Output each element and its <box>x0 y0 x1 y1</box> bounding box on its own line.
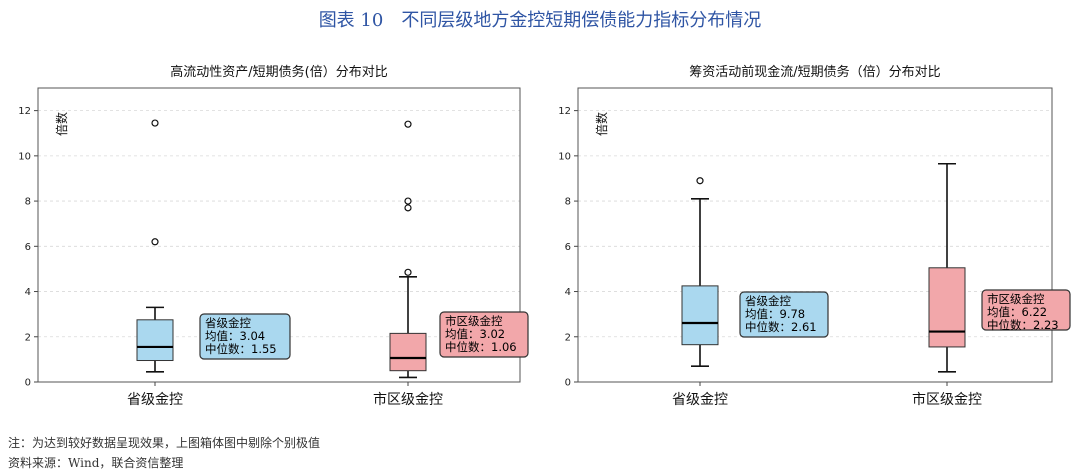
annotation-frame <box>439 311 529 358</box>
annotation-title: 市区级金控 <box>987 292 1045 306</box>
outlier-point <box>404 268 412 276</box>
y-tick-label: 6 <box>565 242 571 253</box>
outlier-point <box>151 238 159 246</box>
outlier-point <box>404 197 412 205</box>
annotation-mean: 均值：3.02 <box>445 327 505 341</box>
annotation-median: 中位数：2.23 <box>987 318 1059 332</box>
y-tick-label: 0 <box>25 378 31 389</box>
y-tick-label: 4 <box>565 287 571 298</box>
figure-note: 注：为达到较好数据呈现效果，上图箱体图中剔除个别极值 <box>8 436 321 450</box>
outlier-point <box>696 177 704 185</box>
y-tick-label: 10 <box>18 151 31 162</box>
y-tick-label: 4 <box>25 287 31 298</box>
outlier-point <box>151 119 159 127</box>
chart-title: 筹资活动前现金流/短期债务（倍）分布对比 <box>689 64 940 80</box>
y-tick-label: 8 <box>565 197 571 208</box>
annotation-frame <box>981 289 1071 331</box>
box-provincial <box>136 119 174 373</box>
x-tick-label: 市区级金控 <box>373 391 443 408</box>
box-iqr <box>136 319 174 362</box>
annotation-mean: 均值：9.78 <box>745 307 805 321</box>
annotation-title: 省级金控 <box>745 294 791 308</box>
y-tick-label: 12 <box>18 106 31 117</box>
box-city <box>928 162 966 373</box>
y-tick-label: 8 <box>25 197 31 208</box>
y-tick-label: 10 <box>558 151 571 162</box>
y-tick-label: 12 <box>558 106 571 117</box>
y-tick-label: 2 <box>565 332 571 343</box>
outlier-point <box>404 204 412 212</box>
y-axis-label: 倍数 <box>594 112 609 136</box>
annotation-frame <box>739 291 829 338</box>
y-tick-label: 6 <box>25 242 31 253</box>
box-city <box>389 120 427 379</box>
box-iqr <box>389 332 427 372</box>
y-tick-label: 2 <box>25 332 31 343</box>
y-axis-label: 倍数 <box>54 112 69 136</box>
x-tick-label: 市区级金控 <box>912 391 982 408</box>
chart-title: 高流动性资产/短期债务(倍）分布对比 <box>170 64 387 80</box>
annotation-mean: 均值：6.22 <box>987 305 1047 319</box>
annotation-median: 中位数：1.06 <box>445 340 517 354</box>
figure-title: 图表 10 不同层级地方金控短期偿债能力指标分布情况 <box>318 10 762 31</box>
y-tick-label: 0 <box>565 378 571 389</box>
box-provincial <box>681 177 719 367</box>
annotation-frame <box>199 313 291 360</box>
figure-source: 资料来源：Wind，联合资信整理 <box>8 456 184 470</box>
annotation-title: 省级金控 <box>205 316 251 330</box>
x-tick-label: 省级金控 <box>672 392 728 408</box>
annotation-median: 中位数：2.61 <box>745 320 817 334</box>
annotation-title: 市区级金控 <box>445 314 503 328</box>
box-iqr <box>681 285 719 346</box>
outlier-point <box>404 120 412 128</box>
annotation-median: 中位数：1.55 <box>205 342 277 356</box>
plot-frame <box>37 87 521 383</box>
plot-frame <box>577 87 1053 383</box>
x-tick-label: 省级金控 <box>127 392 183 408</box>
box-iqr <box>928 267 966 348</box>
annotation-mean: 均值：3.04 <box>205 329 265 343</box>
